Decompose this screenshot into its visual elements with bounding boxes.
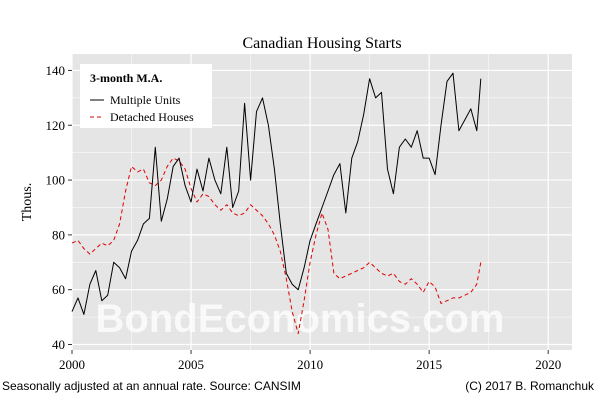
y-tick-label-80: 80 — [52, 227, 65, 242]
x-tick-label-2010: 2010 — [297, 357, 323, 372]
chart-title: Canadian Housing Starts — [242, 35, 401, 52]
x-tick-label-2020: 2020 — [535, 357, 561, 372]
series-layer — [71, 72, 482, 335]
x-tick-label-2005: 2005 — [178, 357, 204, 372]
y-tick-label-60: 60 — [52, 282, 65, 297]
y-tick-label-100: 100 — [46, 173, 66, 188]
y-tick-label-40: 40 — [52, 337, 65, 352]
axes: 40 60 80 100 120 140 2000 2005 2010 2015 2020 — [46, 63, 562, 372]
footer-source: Seasonally adjusted at an annual rate. S… — [2, 379, 301, 393]
watermark: BondEconomics.com — [96, 297, 505, 341]
legend-box — [80, 64, 212, 128]
x-tick-label-2015: 2015 — [416, 357, 442, 372]
footer-copyright: (C) 2017 B. Romanchuk — [465, 379, 595, 393]
gridlines — [71, 54, 572, 350]
x-tick-label-2000: 2000 — [59, 357, 85, 372]
legend-entry-detached-houses: Detached Houses — [110, 110, 194, 124]
legend: 3-month M.A. Multiple Units Detached Hou… — [80, 64, 212, 128]
y-tick-label-140: 140 — [46, 63, 66, 78]
series-line-detached-houses — [71, 157, 482, 335]
y-tick-label-120: 120 — [46, 118, 66, 133]
legend-title: 3-month M.A. — [90, 71, 162, 85]
series-line-multiple-units — [71, 72, 482, 315]
y-axis-label: Thous. — [20, 183, 35, 222]
legend-entry-multiple-units: Multiple Units — [110, 93, 181, 107]
